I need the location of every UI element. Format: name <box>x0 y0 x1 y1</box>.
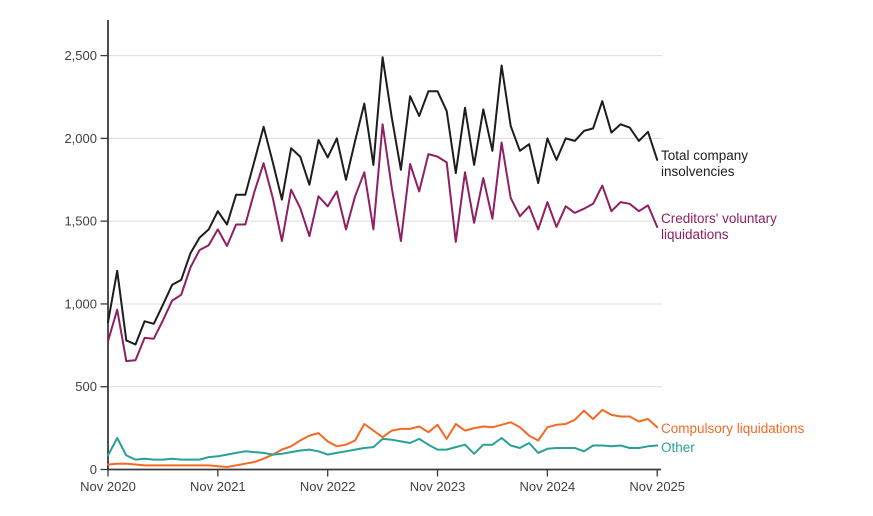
x-tick-label: Nov 2022 <box>300 479 356 494</box>
x-tick-label: Nov 2024 <box>520 479 576 494</box>
legend-label-total-company-insolvencies: Total company insolvencies <box>661 148 748 179</box>
series-line-other <box>107 437 659 461</box>
x-tick-label: Nov 2023 <box>410 479 466 494</box>
legend-label-line: liquidations <box>661 226 729 242</box>
y-tick-label: 1,000 <box>64 296 97 311</box>
x-tick-label: Nov 2021 <box>190 479 246 494</box>
legend-label-line: Compulsory liquidations <box>661 421 805 436</box>
legend-label-compulsory-liquidations: Compulsory liquidations <box>661 421 804 437</box>
y-tick-label: 0 <box>90 462 97 477</box>
legend-label-line: Total company <box>661 148 749 163</box>
legend-label-other: Other <box>661 440 695 456</box>
legend-label-creditors-voluntary-liquidations: Creditors' voluntary liquidations <box>661 211 777 242</box>
legend-label-line: Creditors' voluntary <box>661 211 777 226</box>
series-line-compulsory-liquidations <box>107 408 659 468</box>
series-line-creditors-voluntary-liquidations <box>107 123 659 363</box>
y-tick-label: 500 <box>75 379 97 394</box>
x-tick-label: Nov 2025 <box>629 479 685 494</box>
series-line-total-company-insolvencies <box>107 56 659 346</box>
legend-label-line: Other <box>661 440 695 455</box>
y-tick-label: 1,500 <box>64 214 97 229</box>
x-tick-label: Nov 2020 <box>80 479 136 494</box>
y-tick-label: 2,000 <box>64 131 97 146</box>
legend-label-line: insolvencies <box>661 163 735 179</box>
y-tick-label: 2,500 <box>64 48 97 63</box>
